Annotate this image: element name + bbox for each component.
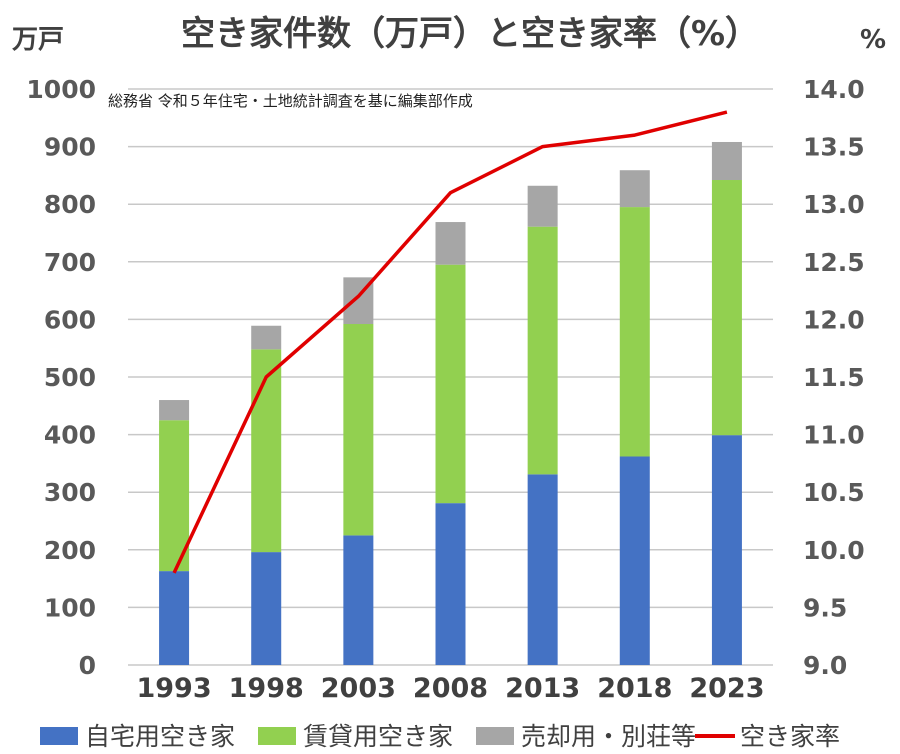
legend-swatch (476, 727, 514, 745)
legend-label: 賃貸用空き家 (303, 722, 453, 751)
legend-label: 売却用・別荘等 (521, 722, 696, 751)
bar-sale-villa-1998 (251, 325, 282, 350)
legend: 自宅用空き家 賃貸用空き家 売却用・別荘等 空き家率 (40, 722, 840, 751)
bar-owner-occupied-1998 (251, 552, 282, 665)
x-tick-label: 2013 (505, 673, 580, 704)
legend-swatch (258, 727, 296, 745)
bar-rental-2023 (711, 180, 742, 436)
left-tick-label: 900 (44, 133, 96, 162)
right-axis-ticks: 9.0 9.5 10.0 10.5 11.0 11.5 12.0 12.5 13.0 13.5 14… (803, 75, 865, 680)
bar-sale-villa-1993 (159, 400, 190, 421)
x-tick-label: 1993 (136, 673, 211, 704)
left-tick-label: 0 (79, 651, 96, 680)
bar-rental-2008 (435, 264, 466, 504)
x-tick-label: 2003 (321, 673, 396, 704)
right-axis-unit: % (860, 25, 886, 55)
right-tick-label: 11.5 (803, 363, 865, 392)
right-tick-label: 11.0 (803, 421, 865, 450)
left-tick-label: 200 (44, 536, 96, 565)
legend-swatch (40, 727, 78, 745)
right-tick-label: 10.5 (803, 478, 865, 507)
left-tick-label: 500 (44, 363, 96, 392)
legend-label: 空き家率 (740, 722, 840, 751)
bar-owner-occupied-2023 (711, 435, 742, 665)
x-tick-label: 1998 (229, 673, 304, 704)
right-tick-label: 9.0 (803, 651, 847, 680)
left-tick-label: 400 (44, 421, 96, 450)
bar-rental-1993 (159, 420, 190, 572)
bar-rental-2003 (343, 324, 374, 536)
right-tick-label: 13.5 (803, 133, 865, 162)
bar-rental-2013 (527, 226, 558, 475)
right-tick-label: 14.0 (803, 75, 865, 104)
left-axis-ticks: 0 100 200 300 400 500 600 700 800 900 1000 (26, 75, 96, 680)
x-tick-label: 2008 (413, 673, 488, 704)
right-tick-label: 12.5 (803, 248, 865, 277)
bar-owner-occupied-1993 (159, 571, 190, 665)
right-tick-label: 12.0 (803, 305, 865, 334)
left-tick-label: 300 (44, 478, 96, 507)
left-tick-label: 1000 (26, 75, 96, 104)
source-note: 総務省 令和５年住宅・土地統計調査を基に編集部作成 (108, 92, 473, 110)
bar-sale-villa-2018 (619, 170, 650, 208)
bar-owner-occupied-2013 (527, 474, 558, 665)
bar-owner-occupied-2003 (343, 535, 374, 665)
bar-rental-1998 (251, 349, 282, 553)
left-axis-unit: 万戸 (12, 25, 64, 55)
x-tick-label: 2023 (689, 673, 764, 704)
left-tick-label: 700 (44, 248, 96, 277)
right-tick-label: 9.5 (803, 593, 847, 622)
bar-rental-2018 (619, 207, 650, 457)
bar-sale-villa-2008 (435, 222, 466, 265)
x-tick-label: 2018 (597, 673, 672, 704)
left-tick-label: 600 (44, 305, 96, 334)
chart-title: 空き家件数（万戸）と空き家率（%） (181, 14, 759, 54)
left-tick-label: 800 (44, 190, 96, 219)
bars (159, 141, 742, 665)
right-tick-label: 10.0 (803, 536, 865, 565)
left-tick-label: 100 (44, 593, 96, 622)
right-tick-label: 13.0 (803, 190, 865, 219)
bar-sale-villa-2023 (711, 141, 742, 181)
legend-label: 自宅用空き家 (85, 722, 235, 751)
bar-sale-villa-2013 (527, 185, 558, 227)
vacancy-rate-line (172, 110, 728, 574)
bar-owner-occupied-2008 (435, 503, 466, 665)
bar-owner-occupied-2018 (619, 456, 650, 665)
x-axis-ticks: 1993 1998 2003 2008 2013 2018 2023 (136, 673, 764, 704)
